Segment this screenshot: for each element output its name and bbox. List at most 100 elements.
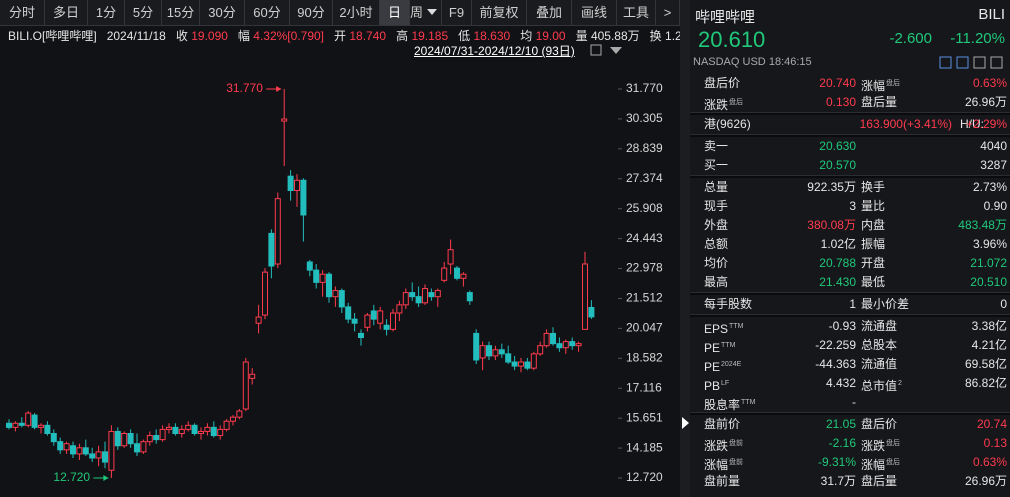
icon[interactable] [956, 56, 969, 69]
info-label: 低 [458, 29, 471, 43]
quote-value: 4.21亿 [971, 338, 1007, 352]
quote-label: 盘后价 [704, 76, 741, 90]
period-tab[interactable]: 5分 [125, 0, 162, 26]
settings-icon [590, 44, 602, 56]
icon[interactable] [990, 56, 1003, 69]
chart-settings[interactable] [590, 43, 626, 59]
last-price: 20.610 [698, 27, 766, 52]
candle-body [351, 318, 358, 324]
period-tab[interactable]: 日 [380, 0, 410, 26]
period-tab[interactable]: 15分 [162, 0, 200, 26]
quote-row: 盘后价 20.740 涨幅盘后 0.63% [690, 74, 1010, 93]
candle-body [76, 447, 83, 455]
candle-body [95, 451, 102, 459]
y-tick-label: 28.839 [626, 141, 663, 155]
candle-body [70, 445, 76, 455]
quote-label: 盘前价 [704, 417, 741, 431]
quote-row: 涨跌盘后 0.130 盘后量 26.96万 [690, 93, 1010, 112]
info-item: 量 405.88万 [576, 29, 640, 43]
quote-label: EPSTTM [704, 322, 744, 336]
toolbar: 分时 多日 1分 5分 15分 30分 60分 90分 2小时 日 周 F9 前… [0, 0, 680, 26]
tool-tab[interactable]: 工具 [617, 0, 656, 26]
currency: USD [742, 56, 766, 68]
superscript: 盘后 [886, 80, 901, 87]
y-tick-label: 25.908 [626, 201, 663, 215]
period-tab[interactable]: 分时 [0, 0, 45, 26]
quote-value: 31.7万 [820, 474, 856, 488]
strip-icon [682, 417, 689, 429]
candle-body [242, 361, 249, 410]
info-value: BILI.O[哔哩哔哩] [8, 29, 97, 43]
tool-tab[interactable]: 画线 [572, 0, 617, 26]
quote-value: 86.82亿 [964, 376, 1007, 390]
superscript: 盘前 [729, 459, 744, 466]
candle-body [146, 435, 153, 443]
quote-value: -0.93 [828, 319, 856, 333]
info-item: 均 19.00 [520, 29, 565, 43]
candle-body [409, 292, 416, 298]
candle-body [198, 430, 204, 434]
info-value: 1.202% [665, 29, 680, 43]
quote-value: 3287 [980, 158, 1007, 172]
period-tab[interactable]: 周 [410, 0, 422, 26]
candle-body [492, 349, 499, 357]
candle-body [370, 310, 377, 320]
quote-label: 港(9626) [704, 117, 751, 131]
quote-label: 最低 [861, 275, 886, 289]
info-value: 2024/11/18 [106, 29, 166, 43]
y-tick-label: 17.116 [626, 380, 662, 394]
quote-value: 3.38亿 [971, 319, 1007, 333]
period-tab[interactable]: 90分 [290, 0, 333, 26]
date-range[interactable]: 2024/07/31-2024/12/10 (93日) [414, 44, 575, 58]
quote-time: 18:46:15 [768, 56, 812, 68]
y-tick-label: 12.720 [626, 470, 663, 484]
candle-body [31, 414, 38, 428]
candle-body [18, 422, 25, 426]
icon[interactable] [939, 56, 952, 69]
separator [690, 292, 1010, 295]
candle-body [12, 422, 19, 428]
quote-label: 每手股数 [704, 297, 753, 311]
arrow-head [276, 85, 282, 92]
quote-label: 盘前量 [704, 474, 741, 488]
candle-body [25, 412, 32, 426]
icon[interactable] [973, 56, 986, 69]
quote-label: 涨跌盘后 [704, 98, 744, 112]
info-value: 19.00 [535, 29, 566, 43]
candle-body [306, 261, 313, 271]
candle-body [377, 310, 384, 324]
quote-value: -9.31% [817, 455, 856, 469]
candle-body [575, 343, 582, 347]
superscript: 盘后 [886, 440, 901, 447]
collapse-strip[interactable] [680, 0, 690, 497]
candle-body [396, 304, 403, 314]
period-tab[interactable]: 2小时 [333, 0, 380, 26]
tool-tab[interactable]: F9 [442, 0, 472, 26]
candle-body [134, 443, 140, 453]
quote-value: 26.96万 [964, 95, 1007, 109]
candle-body [294, 179, 300, 191]
tool-tab[interactable]: 叠加 [527, 0, 572, 26]
candle-body [236, 410, 243, 418]
candle-body [300, 179, 307, 216]
quote-value: 20.740 [819, 76, 856, 90]
y-tick-label: 31.770 [626, 81, 663, 95]
info-item: 换 1.202% [650, 29, 680, 43]
period-tab[interactable]: 多日 [45, 0, 88, 26]
quote-label: PE2024E [704, 360, 742, 374]
dropdown[interactable] [422, 0, 442, 26]
tool-tab[interactable]: > [656, 0, 680, 26]
period-tab[interactable]: 60分 [245, 0, 290, 26]
quote-value: +2.29% [965, 117, 1007, 131]
superscript: 盘后 [729, 99, 744, 106]
quote-label: 流通值 [861, 357, 898, 371]
quote-value: 0.63% [972, 76, 1007, 90]
quote-label: 涨幅盘后 [861, 458, 901, 472]
period-tab[interactable]: 30分 [200, 0, 245, 26]
candle-body [530, 353, 537, 369]
tool-tab[interactable]: 前复权 [472, 0, 527, 26]
superscript: TTM [729, 323, 744, 330]
y-tick-label: 15.651 [626, 410, 663, 424]
period-tab[interactable]: 1分 [88, 0, 125, 26]
